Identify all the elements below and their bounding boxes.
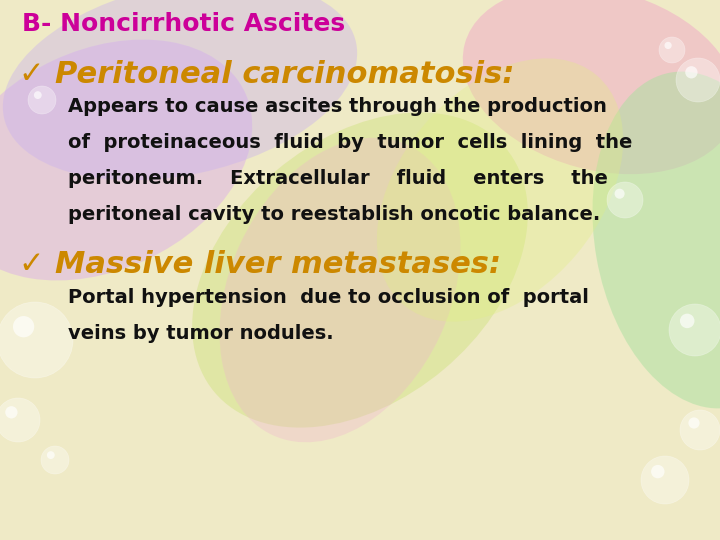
Circle shape bbox=[680, 410, 720, 450]
Ellipse shape bbox=[593, 72, 720, 408]
Circle shape bbox=[13, 316, 35, 338]
Text: ✓: ✓ bbox=[18, 250, 43, 279]
Text: peritoneum.    Extracellular    fluid    enters    the: peritoneum. Extracellular fluid enters t… bbox=[68, 169, 608, 188]
Text: Portal hypertension  due to occlusion of  portal: Portal hypertension due to occlusion of … bbox=[68, 288, 589, 307]
Text: Appears to cause ascites through the production: Appears to cause ascites through the pro… bbox=[68, 97, 607, 116]
Circle shape bbox=[688, 417, 700, 429]
Circle shape bbox=[651, 465, 665, 478]
Circle shape bbox=[680, 314, 695, 328]
Text: Massive liver metastases:: Massive liver metastases: bbox=[55, 250, 501, 279]
Ellipse shape bbox=[220, 138, 461, 442]
Circle shape bbox=[676, 58, 720, 102]
Circle shape bbox=[665, 42, 672, 49]
Circle shape bbox=[47, 451, 55, 459]
Circle shape bbox=[0, 398, 40, 442]
Text: ✓: ✓ bbox=[18, 60, 43, 89]
Circle shape bbox=[28, 86, 56, 114]
Ellipse shape bbox=[377, 58, 623, 322]
Circle shape bbox=[685, 66, 698, 78]
Circle shape bbox=[34, 91, 42, 99]
Circle shape bbox=[607, 182, 643, 218]
Text: peritoneal cavity to reestablish oncotic balance.: peritoneal cavity to reestablish oncotic… bbox=[68, 205, 600, 224]
Ellipse shape bbox=[192, 112, 528, 428]
Circle shape bbox=[41, 446, 69, 474]
Text: B- Noncirrhotic Ascites: B- Noncirrhotic Ascites bbox=[22, 12, 345, 36]
Circle shape bbox=[5, 406, 17, 418]
Ellipse shape bbox=[463, 0, 720, 174]
Ellipse shape bbox=[3, 0, 357, 180]
Circle shape bbox=[659, 37, 685, 63]
Text: veins by tumor nodules.: veins by tumor nodules. bbox=[68, 324, 333, 343]
Circle shape bbox=[669, 304, 720, 356]
Circle shape bbox=[641, 456, 689, 504]
Text: Peritoneal carcinomatosis:: Peritoneal carcinomatosis: bbox=[55, 60, 515, 89]
Circle shape bbox=[0, 302, 73, 378]
Ellipse shape bbox=[0, 39, 252, 280]
Circle shape bbox=[615, 188, 625, 199]
Text: of  proteinaceous  fluid  by  tumor  cells  lining  the: of proteinaceous fluid by tumor cells li… bbox=[68, 133, 632, 152]
